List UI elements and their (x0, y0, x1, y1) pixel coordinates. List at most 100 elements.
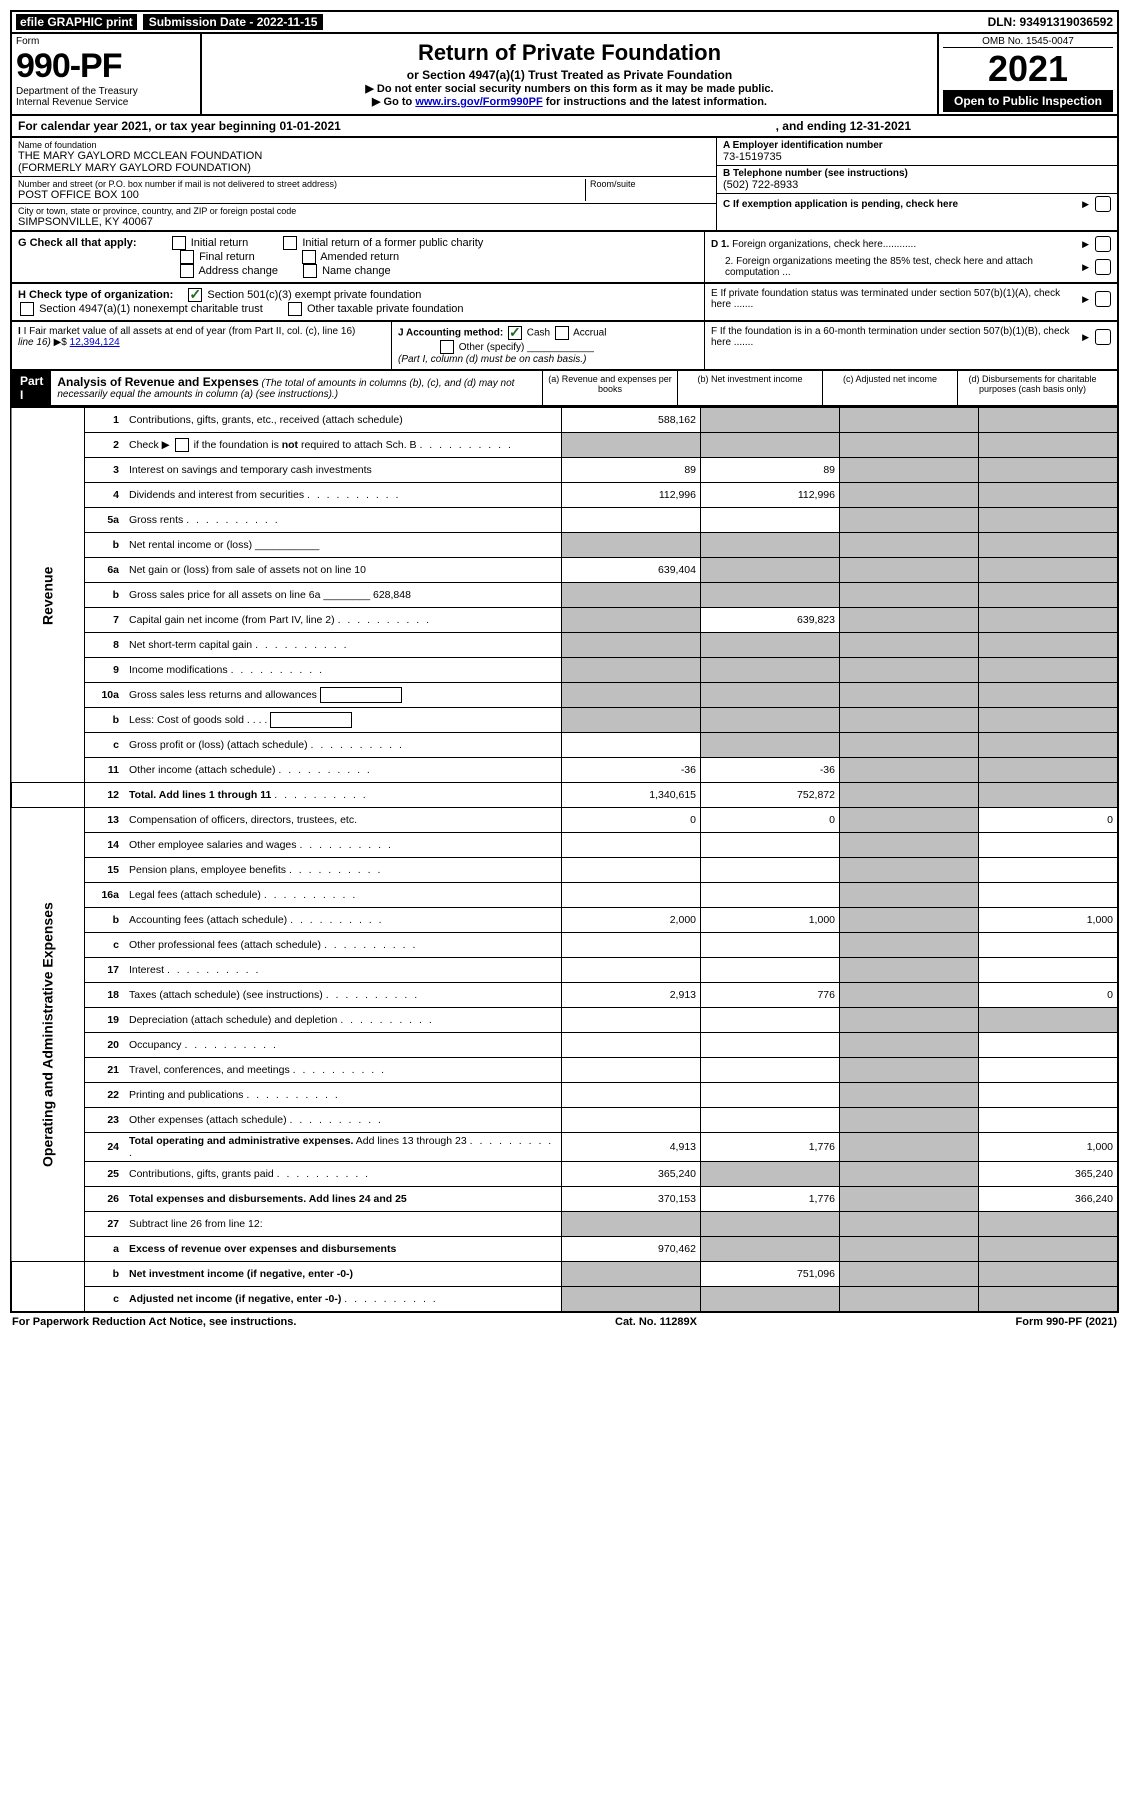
r26-b: 1,776 (701, 1187, 840, 1212)
r25-d: 365,240 (979, 1162, 1119, 1187)
top-bar: efile GRAPHIC print Submission Date - 20… (10, 10, 1119, 34)
arrow-icon (1080, 332, 1091, 343)
r24-d: 1,000 (979, 1133, 1119, 1162)
g-amended: Amended return (320, 251, 399, 263)
chk-addr[interactable] (180, 264, 194, 278)
e-checkbox[interactable] (1095, 291, 1111, 307)
desc-27: Subtract line 26 from line 12: (125, 1212, 562, 1237)
chk-cash[interactable] (508, 326, 522, 340)
desc-10b: Less: Cost of goods sold . . . . (125, 708, 562, 733)
arrow-icon (1080, 294, 1091, 305)
form-word: Form (16, 36, 196, 47)
desc-16c: Other professional fees (attach schedule… (125, 933, 562, 958)
tax-year: 2021 (943, 48, 1113, 90)
chk-accrual[interactable] (555, 326, 569, 340)
irs-label: Internal Revenue Service (16, 97, 196, 108)
table-row: 10aGross sales less returns and allowanc… (11, 683, 1118, 708)
h-label: H Check type of organization: (18, 289, 173, 301)
foundation-former-name: (FORMERLY MARY GAYLORD FOUNDATION) (18, 162, 710, 174)
footer-right: Form 990-PF (2021) (1016, 1316, 1118, 1328)
ln-17: 17 (85, 958, 126, 983)
chk-amended[interactable] (302, 250, 316, 264)
table-row: 2 Check ▶ if the foundation is not requi… (11, 433, 1118, 458)
table-row: 22Printing and publications (11, 1083, 1118, 1108)
desc-10a: Gross sales less returns and allowances (125, 683, 562, 708)
phone-value: (502) 722-8933 (723, 179, 1111, 191)
footer-left: For Paperwork Reduction Act Notice, see … (12, 1316, 296, 1328)
desc-5a: Gross rents (125, 508, 562, 533)
addr-cell: Number and street (or P.O. box number if… (12, 177, 716, 204)
table-row: 15Pension plans, employee benefits (11, 858, 1118, 883)
ln-4: 4 (85, 483, 126, 508)
d1-checkbox[interactable] (1095, 236, 1111, 252)
chk-name[interactable] (303, 264, 317, 278)
chk-4947[interactable] (20, 302, 34, 316)
table-row: 21Travel, conferences, and meetings (11, 1058, 1118, 1083)
c-checkbox[interactable] (1095, 196, 1111, 212)
table-row: Revenue 1 Contributions, gifts, grants, … (11, 408, 1118, 433)
r12-b: 752,872 (701, 783, 840, 808)
ln-10c: c (85, 733, 126, 758)
desc-14: Other employee salaries and wages (125, 833, 562, 858)
f-checkbox[interactable] (1095, 329, 1111, 345)
r13-b: 0 (701, 808, 840, 833)
c-label: C If exemption application is pending, c… (723, 199, 1080, 210)
efile-label[interactable]: efile GRAPHIC print (16, 14, 137, 30)
ln-7: 7 (85, 608, 126, 633)
table-row: 3Interest on savings and temporary cash … (11, 458, 1118, 483)
cal-end: , and ending 12-31-2021 (776, 119, 911, 133)
form-title: Return of Private Foundation (206, 40, 933, 66)
i-block: I I Fair market value of all assets at e… (12, 322, 391, 369)
r13-d: 0 (979, 808, 1119, 833)
desc-20: Occupancy (125, 1033, 562, 1058)
ln-12: 12 (85, 783, 126, 808)
desc-10c: Gross profit or (loss) (attach schedule) (125, 733, 562, 758)
desc-21: Travel, conferences, and meetings (125, 1058, 562, 1083)
chk-initial-former[interactable] (283, 236, 297, 250)
table-row: Operating and Administrative Expenses 13… (11, 808, 1118, 833)
header-right: OMB No. 1545-0047 2021 Open to Public In… (937, 34, 1117, 114)
footer: For Paperwork Reduction Act Notice, see … (10, 1313, 1119, 1331)
fmv-value[interactable]: 12,394,124 (70, 337, 120, 348)
chk-initial[interactable] (172, 236, 186, 250)
ln-10b: b (85, 708, 126, 733)
ln-2: 2 (85, 433, 126, 458)
table-row: 12Total. Add lines 1 through 11 1,340,61… (11, 783, 1118, 808)
r24-b: 1,776 (701, 1133, 840, 1162)
arrow-icon (1080, 262, 1091, 273)
table-row: cAdjusted net income (if negative, enter… (11, 1287, 1118, 1313)
desc-12: Total. Add lines 1 through 11 (125, 783, 562, 808)
note-ssn: ▶ Do not enter social security numbers o… (206, 82, 933, 95)
d2-checkbox[interactable] (1095, 259, 1111, 275)
table-row: aExcess of revenue over expenses and dis… (11, 1237, 1118, 1262)
r13-a: 0 (562, 808, 701, 833)
chk-other-taxable[interactable] (288, 302, 302, 316)
ln-3: 3 (85, 458, 126, 483)
g-initial-former: Initial return of a former public charit… (302, 237, 483, 249)
r27b-b: 751,096 (701, 1262, 840, 1287)
ein-cell: A Employer identification number 73-1519… (717, 138, 1117, 166)
instructions-link[interactable]: www.irs.gov/Form990PF (415, 96, 542, 108)
desc-6b: Gross sales price for all assets on line… (125, 583, 562, 608)
chk-schb[interactable] (175, 438, 189, 452)
table-row: 17Interest (11, 958, 1118, 983)
ln-23: 23 (85, 1108, 126, 1133)
chk-501c3[interactable] (188, 288, 202, 302)
city-label: City or town, state or province, country… (18, 206, 710, 216)
ln-6b: b (85, 583, 126, 608)
r16b-b: 1,000 (701, 908, 840, 933)
chk-other-method[interactable] (440, 340, 454, 354)
goto-pre: ▶ Go to (372, 96, 415, 108)
ln-16b: b (85, 908, 126, 933)
ln-27: 27 (85, 1212, 126, 1237)
desc-6a: Net gain or (loss) from sale of assets n… (125, 558, 562, 583)
ln-19: 19 (85, 1008, 126, 1033)
desc-24: Total operating and administrative expen… (125, 1133, 562, 1162)
g-final: Final return (199, 251, 255, 263)
chk-final[interactable] (180, 250, 194, 264)
dln: DLN: 93491319036592 (988, 15, 1113, 29)
d-block: D 1. D 1. Foreign organizations, check h… (704, 232, 1117, 282)
table-row: 18Taxes (attach schedule) (see instructi… (11, 983, 1118, 1008)
table-row: 24Total operating and administrative exp… (11, 1133, 1118, 1162)
j-cash: Cash (527, 328, 550, 339)
